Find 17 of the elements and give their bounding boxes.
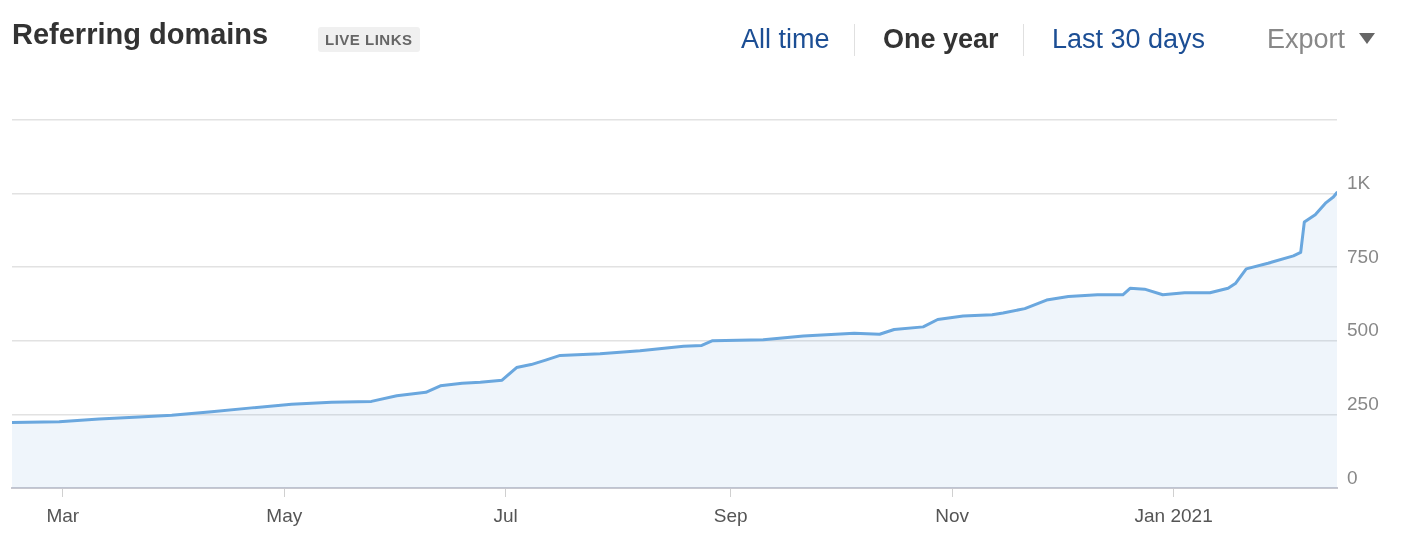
text: One year [883,24,999,55]
x-tick-label: May [266,504,303,526]
y-tick-label: 1K [1347,172,1371,194]
text: Last 30 days [1052,24,1206,55]
chart-subtitle: LIVE LINKS [318,27,420,52]
x-tick-label: Jul [493,504,518,526]
text: All time [741,24,830,55]
x-tick-label: Sep [713,504,748,526]
y-tick-label: 750 [1347,245,1379,267]
x-tick-label: Mar [46,504,80,526]
x-tick-label: Nov [935,504,970,526]
text: Export [1267,24,1347,55]
y-tick-label: 0 [1347,466,1358,488]
y-tick-label: 250 [1347,393,1379,415]
chart-title: Referring domains [12,18,269,51]
y-tick-label: 500 [1347,319,1379,341]
x-tick-label: Jan 2021 [1134,504,1213,526]
